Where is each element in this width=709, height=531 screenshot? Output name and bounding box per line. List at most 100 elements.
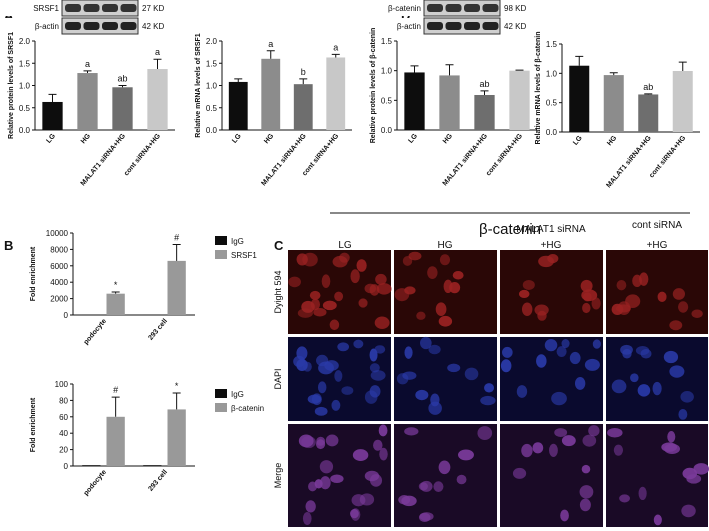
blot-label: β-actin (397, 22, 421, 31)
cell (477, 426, 493, 440)
error-bar (644, 93, 653, 95)
blot-band (464, 22, 480, 30)
blot-band (120, 22, 137, 30)
y-tick-label: 1.0 (381, 67, 393, 76)
cell (439, 254, 451, 266)
cell (580, 279, 593, 293)
cell (296, 253, 308, 266)
y-tick-label: 0.0 (206, 126, 218, 135)
y-tick-label: 1.0 (546, 69, 558, 78)
blot-size: 98 KD (504, 4, 526, 13)
error-bar (515, 69, 524, 71)
bar (228, 81, 248, 130)
x-tick-label: HG (442, 132, 454, 145)
blot-band (83, 4, 100, 12)
bar (261, 58, 281, 130)
annotation: ab (479, 79, 489, 89)
column-header: +HG (541, 240, 562, 251)
cell (635, 346, 650, 356)
micrograph (606, 250, 708, 334)
cell (379, 447, 388, 461)
bar (326, 57, 346, 131)
cell (428, 344, 441, 355)
cell (378, 424, 388, 437)
cell (404, 286, 416, 295)
cell (321, 274, 331, 288)
y-tick-label: 2.0 (206, 37, 218, 46)
row-label: Dyight 594 (273, 270, 283, 313)
cell (549, 443, 558, 457)
y-tick-label: 4000 (50, 278, 68, 287)
cell (369, 363, 380, 373)
cell (516, 385, 528, 398)
cell (350, 508, 361, 521)
panel-label: B (4, 238, 13, 253)
cell (302, 361, 312, 372)
cell (334, 291, 344, 302)
cell (480, 395, 496, 406)
annotation: a (155, 47, 160, 57)
cell (370, 370, 386, 381)
x-tick-label: HG (606, 134, 618, 147)
cell (438, 315, 453, 327)
blot-label: β-catenin (388, 4, 421, 13)
cell (408, 251, 422, 261)
panel-title: β-catenin (479, 221, 541, 238)
legend-swatch (215, 403, 227, 412)
cell (678, 408, 688, 420)
column-header: +HG (647, 240, 668, 251)
cell (313, 308, 327, 317)
cell (317, 381, 327, 394)
cell (500, 359, 512, 373)
y-tick-label: 80 (59, 396, 68, 405)
cell (588, 425, 600, 437)
x-tick-label: HG (80, 132, 92, 145)
cell (569, 351, 581, 365)
y-tick-label: 100 (55, 380, 69, 389)
cell (691, 309, 703, 319)
y-tick-label: 0 (64, 311, 69, 320)
blot-band (427, 22, 443, 30)
cell (288, 276, 301, 288)
annotation: ab (643, 82, 653, 92)
x-tick-label: 293 cell (147, 318, 169, 342)
cell (653, 514, 662, 526)
y-tick-label: 1.5 (546, 40, 558, 49)
y-axis-label: Relative protein levels of β-catenin (370, 28, 377, 144)
bar (569, 65, 590, 132)
cell (430, 393, 440, 407)
blot-label-box (362, 18, 422, 34)
x-tick-label: LG (572, 134, 584, 146)
cell (458, 449, 474, 461)
blot-band (65, 4, 81, 12)
cell (341, 386, 354, 395)
x-tick-label: podocyte (83, 469, 108, 497)
cell (607, 428, 623, 438)
blot-band (445, 4, 462, 12)
cell (358, 298, 368, 308)
cell (364, 283, 377, 294)
cell (376, 283, 392, 295)
blot-band (102, 4, 118, 12)
y-tick-label: 0.5 (381, 96, 393, 105)
blot-size: 42 KD (142, 22, 164, 31)
row-label: Merge (273, 463, 283, 489)
cell (613, 444, 624, 456)
cell (301, 300, 315, 313)
blot-band (464, 4, 480, 12)
bar (112, 87, 133, 130)
cell (369, 385, 381, 398)
error-bar (172, 243, 181, 261)
blot-label-box (0, 18, 60, 34)
blot-size: 27 KD (142, 4, 164, 13)
cell (579, 485, 594, 499)
cell (630, 373, 639, 383)
cell (319, 460, 334, 474)
cell (418, 512, 431, 522)
cell (551, 391, 567, 406)
bar (167, 260, 186, 315)
cell (560, 509, 569, 522)
y-tick-label: 1.0 (206, 82, 218, 91)
cell (611, 379, 627, 394)
cell (314, 406, 328, 416)
